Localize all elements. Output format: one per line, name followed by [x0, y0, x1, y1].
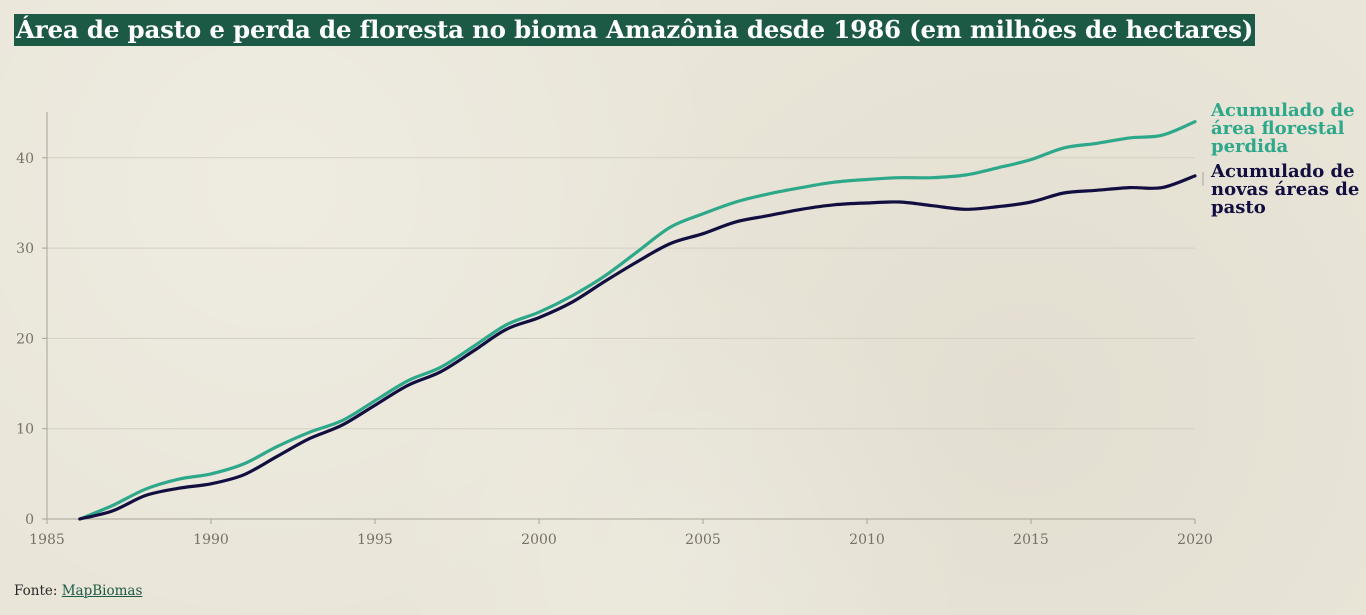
tick-label-x-2000: 2000 — [521, 532, 557, 548]
source-note: Fonte: MapBiomas — [14, 583, 142, 599]
tick-label-y-0: 0 — [25, 512, 34, 528]
tick-label-x-1995: 1995 — [357, 532, 393, 548]
tick-label-y-40: 40 — [16, 151, 34, 167]
series-lines — [78, 120, 1204, 521]
grid-lines — [47, 157, 1195, 430]
source-link[interactable]: MapBiomas — [61, 583, 143, 599]
tick-label-x-2005: 2005 — [685, 532, 721, 548]
tick-label-y-20: 20 — [16, 331, 34, 347]
tick-label-y-10: 10 — [16, 422, 34, 438]
tick-label-x-1985: 1985 — [29, 532, 65, 548]
series-line-floresta — [78, 120, 1197, 521]
tick-label-x-2015: 2015 — [1013, 532, 1049, 548]
tick-labels: 0 10 20 30 40 1985 1990 1995 2000 2005 2010 2015 202… — [16, 151, 1213, 548]
series-line-pasto — [78, 174, 1197, 521]
series-label-pasto: Acumulado de novas áreas de pasto — [1211, 161, 1360, 218]
tick-label-x-2010: 2010 — [849, 532, 885, 548]
axes — [42, 112, 1196, 524]
chart-title: Área de pasto e perda de floresta no bio… — [14, 14, 1256, 46]
tick-label-y-30: 30 — [16, 241, 34, 257]
series-label-floresta: Acumulado de área florestal perdida — [1211, 100, 1355, 157]
source-prefix: Fonte: — [14, 583, 58, 599]
tick-label-x-2020: 2020 — [1177, 532, 1213, 548]
tick-label-x-1990: 1990 — [193, 532, 229, 548]
